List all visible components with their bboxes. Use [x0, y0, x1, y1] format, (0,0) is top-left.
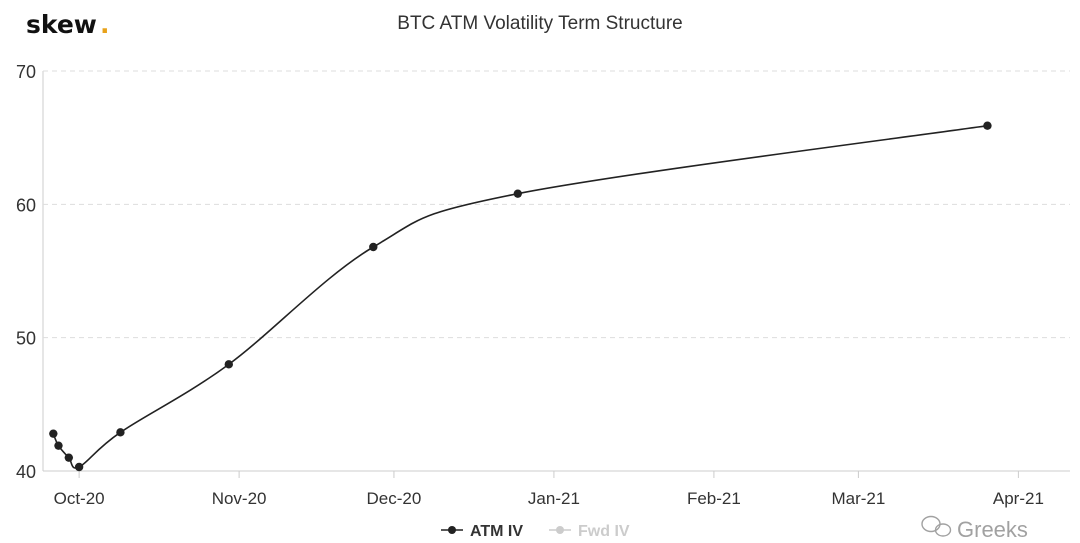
- x-tick-label: Feb-21: [687, 489, 741, 508]
- legend-item-atm-iv[interactable]: ATM IV: [441, 523, 523, 540]
- grid-layer: [43, 70, 1070, 339]
- y-tick-label: 50: [16, 329, 36, 349]
- atm-iv-point[interactable]: [513, 189, 522, 198]
- logo-wordmark: skew: [26, 10, 97, 39]
- y-tick-label: 70: [16, 62, 36, 82]
- x-tick-label: Nov-20: [212, 489, 267, 508]
- atm-iv-point[interactable]: [64, 453, 74, 462]
- legend-item-fwd-iv[interactable]: Fwd IV: [549, 523, 630, 540]
- x-tick-label: Apr-21: [993, 489, 1044, 508]
- legend-fwd-iv-marker: [556, 526, 564, 534]
- x-tick-label: Mar-21: [831, 489, 885, 508]
- y-tick-label: 40: [16, 462, 36, 482]
- x-tick-labels: Oct-20 Nov-20 Dec-20 Jan-21 Feb-21 Mar-21 Apr-…: [54, 471, 1044, 508]
- atm-iv-line: [52, 124, 988, 469]
- legend-atm-iv-label: ATM IV: [470, 523, 523, 540]
- greeks-watermark: Greeks: [921, 515, 1028, 542]
- legend: ATM IV Fwd IV: [441, 523, 630, 540]
- x-tick-label: Jan-21: [528, 489, 580, 508]
- chart-title: BTC ATM Volatility Term Structure: [397, 13, 682, 34]
- atm-iv-point[interactable]: [74, 462, 84, 472]
- series-layer: [49, 121, 992, 472]
- atm-iv-point[interactable]: [983, 121, 992, 130]
- legend-atm-iv-marker: [448, 526, 456, 534]
- wechat-icon: [921, 515, 952, 537]
- y-tick-label: 60: [16, 195, 36, 215]
- atm-iv-point[interactable]: [369, 242, 378, 252]
- x-tick-label: Oct-20: [54, 489, 105, 508]
- watermark-text: Greeks: [957, 517, 1028, 542]
- atm-iv-point[interactable]: [54, 441, 63, 450]
- skew-logo: skew .: [26, 10, 110, 39]
- atm-iv-point[interactable]: [224, 360, 233, 369]
- logo-dot: .: [100, 10, 110, 39]
- legend-fwd-iv-label: Fwd IV: [578, 523, 630, 540]
- atm-iv-point[interactable]: [116, 428, 125, 437]
- x-tick-label: Dec-20: [367, 489, 422, 508]
- atm-iv-point[interactable]: [49, 429, 58, 438]
- y-tick-labels: 40 50 60 70: [16, 62, 36, 482]
